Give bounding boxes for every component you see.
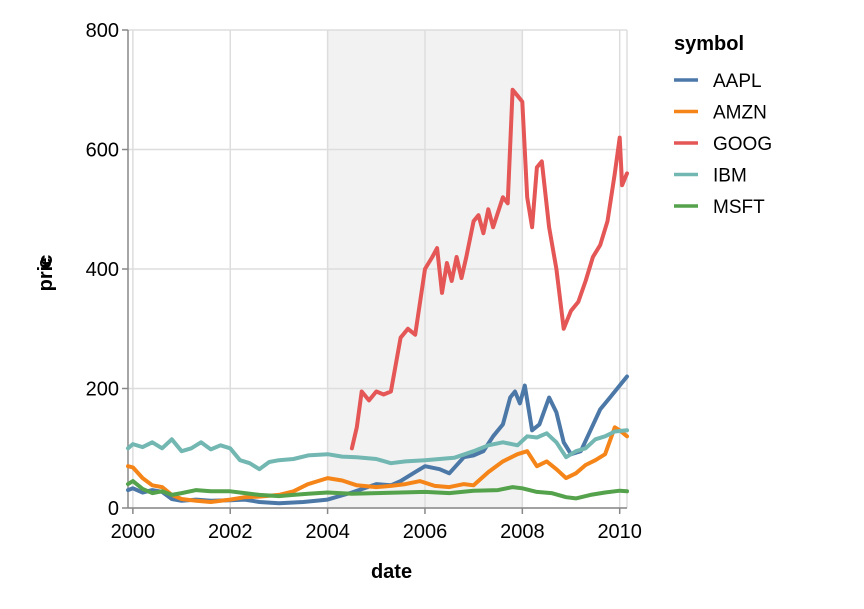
x-tick-label: 2000 <box>111 521 156 543</box>
y-tick-label: 800 <box>86 20 119 42</box>
x-tick-label: 2008 <box>500 521 545 543</box>
y-tick-label: 200 <box>86 379 119 401</box>
legend: symbol AAPL AMZN GOOG IBM MSFT <box>674 33 772 218</box>
x-tick-label: 2006 <box>403 521 448 543</box>
y-tick-label: 400 <box>86 259 119 281</box>
x-tick-label: 2010 <box>597 521 642 543</box>
y-axis-title-part: e <box>34 257 56 268</box>
y-axis-title-part: pric <box>35 255 57 292</box>
x-tick-label: 2002 <box>208 521 253 543</box>
y-tick-label: 0 <box>108 498 119 520</box>
legend-label-goog: GOOG <box>713 134 772 155</box>
series-line-goog <box>349 87 629 451</box>
x-axis-title: date <box>371 561 412 583</box>
x-tick-label: 2004 <box>305 521 350 543</box>
legend-label-aapl: AAPL <box>713 71 762 92</box>
grid-layer <box>128 29 628 509</box>
series-line-msft <box>126 479 629 501</box>
series-line-ibm <box>126 428 629 472</box>
legend-title: symbol <box>674 33 744 55</box>
y-tick-label: 600 <box>86 140 119 162</box>
legend-items: AAPL AMZN GOOG IBM MSFT <box>674 71 772 218</box>
series-layer <box>126 87 629 506</box>
y-axis-title: price <box>34 255 57 292</box>
legend-label-ibm: IBM <box>713 166 747 187</box>
axis-layer: 0 200 400 600 800 2000 2002 2004 2006 2008 2010 <box>86 20 642 543</box>
legend-label-msft: MSFT <box>713 197 765 218</box>
series-line-amzn <box>126 425 629 504</box>
legend-label-amzn: AMZN <box>713 103 767 124</box>
